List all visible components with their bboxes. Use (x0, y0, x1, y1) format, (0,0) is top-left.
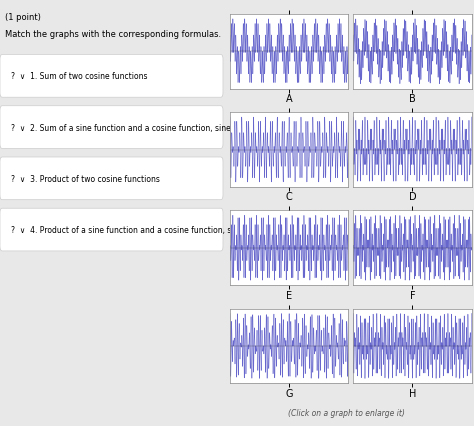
Text: ?  ∨  1. Sum of two cosine functions: ? ∨ 1. Sum of two cosine functions (11, 72, 148, 81)
Text: A: A (286, 94, 292, 104)
Text: ?  ∨  2. Sum of a sine function and a cosine function, sine has larger period: ? ∨ 2. Sum of a sine function and a cosi… (11, 123, 299, 132)
Text: E: E (286, 290, 292, 300)
FancyBboxPatch shape (0, 158, 223, 200)
Text: (Click on a graph to enlarge it): (Click on a graph to enlarge it) (288, 409, 404, 417)
Text: ?  ∨  4. Product of a sine function and a cosine function, sine has larger perio: ? ∨ 4. Product of a sine function and a … (11, 225, 311, 235)
Text: B: B (409, 94, 416, 104)
Text: G: G (285, 388, 293, 398)
Text: (1 point): (1 point) (5, 13, 40, 22)
FancyBboxPatch shape (0, 209, 223, 251)
FancyBboxPatch shape (0, 106, 223, 149)
Text: C: C (286, 192, 292, 202)
FancyBboxPatch shape (0, 55, 223, 98)
Text: ?  ∨  3. Product of two cosine functions: ? ∨ 3. Product of two cosine functions (11, 174, 160, 184)
Text: H: H (409, 388, 416, 398)
Text: D: D (409, 192, 416, 202)
Text: Match the graphs with the corresponding formulas.: Match the graphs with the corresponding … (5, 30, 221, 39)
Text: F: F (410, 290, 415, 300)
